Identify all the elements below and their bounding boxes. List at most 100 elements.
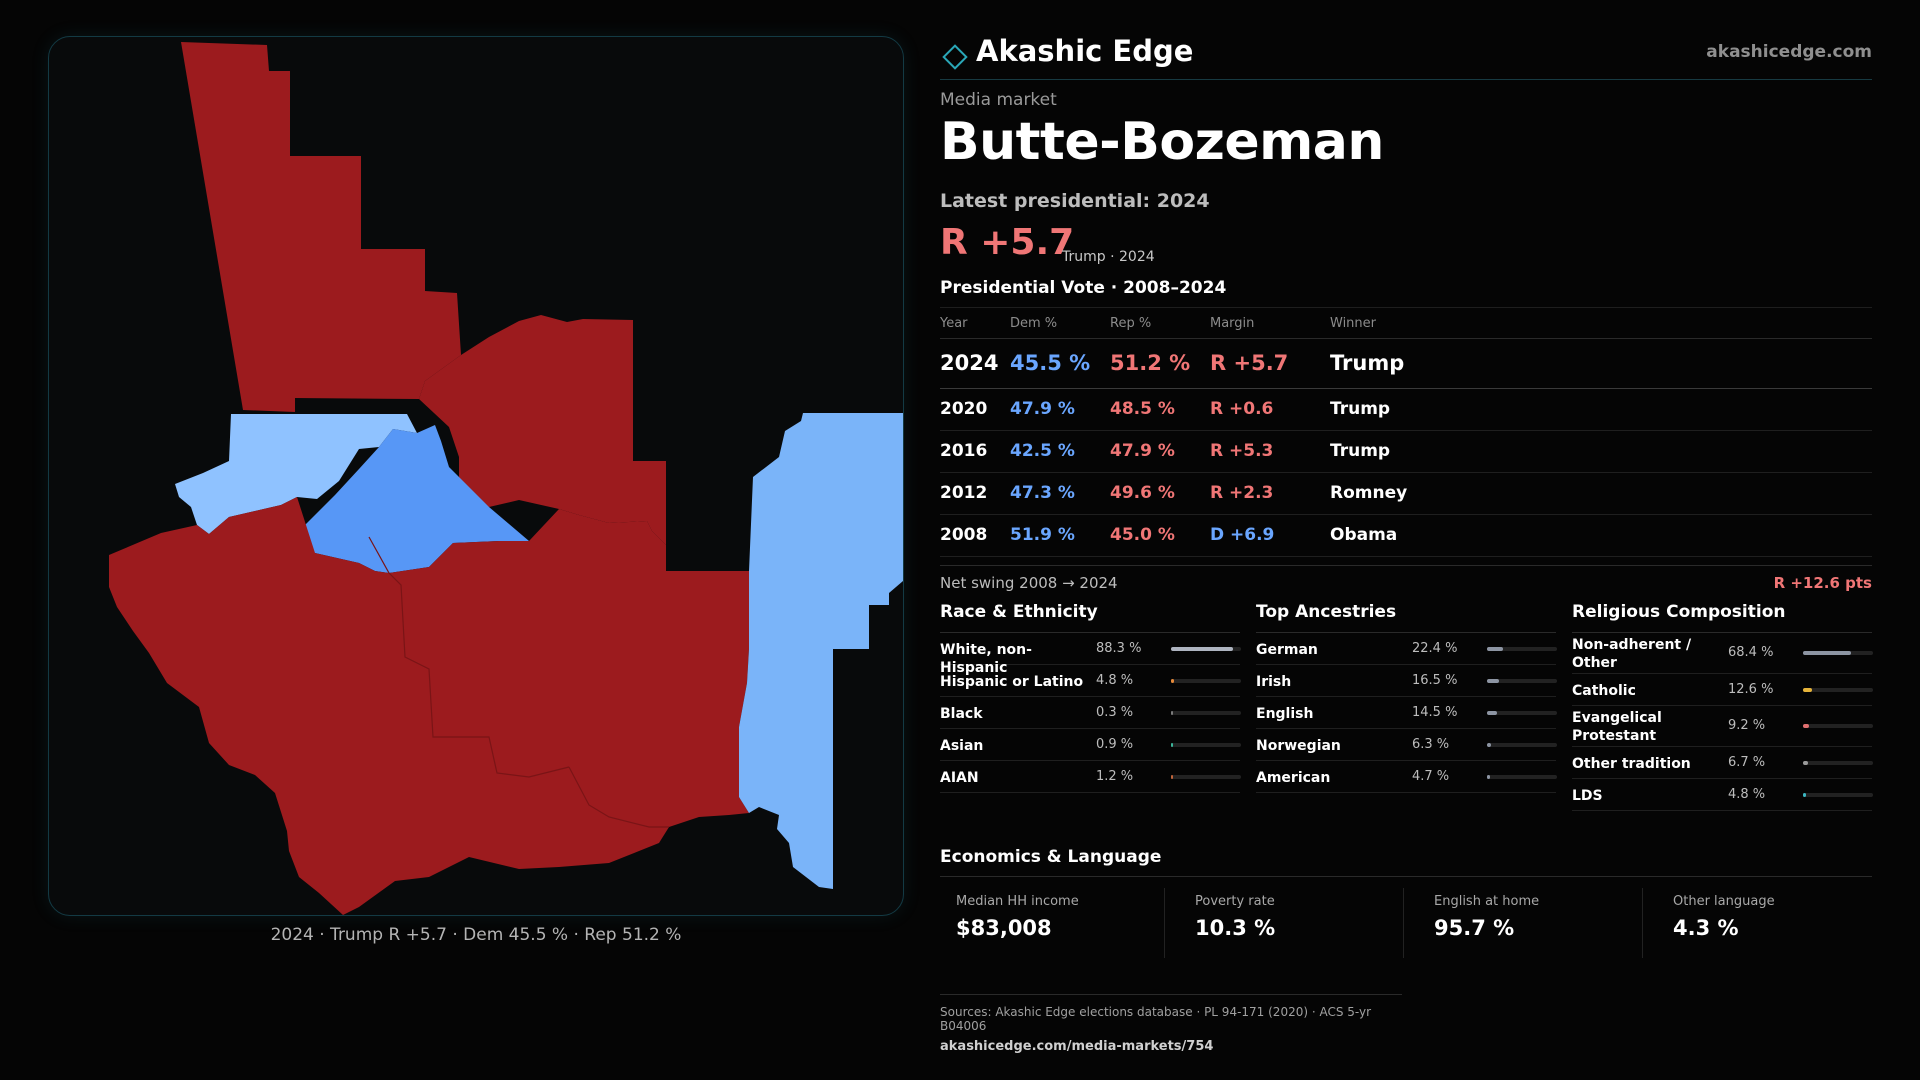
map-panel[interactable] bbox=[48, 36, 904, 916]
economics-title: Economics & Language bbox=[940, 847, 1872, 877]
list-item: Evangelical Protestant 9.2 % bbox=[1572, 706, 1873, 747]
brand-header: Akashic Edge akashicedge.com bbox=[940, 30, 1872, 80]
religion-section: Religious Composition Non-adherent / Oth… bbox=[1572, 602, 1873, 811]
header-year: Year bbox=[940, 316, 968, 331]
progress-bar bbox=[1487, 679, 1557, 683]
list-item: Black 0.3 % bbox=[940, 697, 1241, 729]
item-percent: 0.9 % bbox=[1096, 737, 1134, 752]
race-list: White, non-Hispanic 88.3 % Hispanic or Lat… bbox=[940, 633, 1241, 793]
list-item: Catholic 12.6 % bbox=[1572, 674, 1873, 706]
race-section: Race & Ethnicity White, non-Hispanic 88.3… bbox=[940, 602, 1241, 793]
cell-rep: 45.0 % bbox=[1110, 525, 1175, 545]
cell-margin: D +6.9 bbox=[1210, 525, 1275, 545]
source-link[interactable]: akashicedge.com/media-markets/754 bbox=[940, 1039, 1214, 1054]
progress-bar bbox=[1803, 793, 1873, 797]
header-winner: Winner bbox=[1330, 316, 1377, 331]
table-row: 2016 42.5 % 47.9 % R +5.3 Trump bbox=[940, 431, 1872, 473]
latest-label: Latest presidential: 2024 bbox=[940, 190, 1210, 212]
progress-fill bbox=[1803, 793, 1806, 797]
progress-bar bbox=[1487, 711, 1557, 715]
progress-fill bbox=[1803, 651, 1851, 655]
list-item: German 22.4 % bbox=[1256, 633, 1557, 665]
cell-year: 2020 bbox=[940, 399, 988, 419]
list-item: Non-adherent / Other 68.4 % bbox=[1572, 633, 1873, 674]
cell-margin: R +0.6 bbox=[1210, 399, 1274, 419]
progress-bar bbox=[1803, 761, 1873, 765]
sources-footer: Sources: Akashic Edge elections database… bbox=[940, 994, 1402, 1054]
list-item: Asian 0.9 % bbox=[940, 729, 1241, 761]
cell-winner: Obama bbox=[1330, 525, 1398, 545]
econ-cell-english: English at home 95.7 % bbox=[1418, 888, 1643, 958]
item-percent: 68.4 % bbox=[1728, 645, 1774, 660]
progress-bar bbox=[1171, 711, 1241, 715]
progress-fill bbox=[1803, 688, 1812, 692]
item-label: Non-adherent / Other bbox=[1572, 637, 1692, 671]
list-item: Other tradition 6.7 % bbox=[1572, 747, 1873, 779]
race-title: Race & Ethnicity bbox=[940, 602, 1240, 633]
item-percent: 16.5 % bbox=[1412, 673, 1458, 688]
progress-fill bbox=[1803, 724, 1809, 728]
cell-margin: R +2.3 bbox=[1210, 483, 1274, 503]
list-item: Norwegian 6.3 % bbox=[1256, 729, 1557, 761]
eyebrow-label: Media market bbox=[940, 90, 1057, 110]
county-map[interactable] bbox=[49, 37, 904, 916]
progress-fill bbox=[1487, 775, 1490, 779]
cell-year: 2012 bbox=[940, 483, 988, 503]
cell-year: 2016 bbox=[940, 441, 988, 461]
item-label: American bbox=[1256, 770, 1331, 786]
county-northeast[interactable] bbox=[419, 315, 666, 545]
item-percent: 22.4 % bbox=[1412, 641, 1458, 656]
county-lightblue[interactable] bbox=[175, 414, 417, 534]
table-row: 2020 47.9 % 48.5 % R +0.6 Trump bbox=[940, 389, 1872, 431]
ancestry-section: Top Ancestries German 22.4 % Irish 16.5 % En… bbox=[1256, 602, 1557, 793]
vote-table: Year Dem % Rep % Margin Winner 2024 45.5… bbox=[940, 307, 1872, 557]
progress-fill bbox=[1171, 647, 1233, 651]
econ-value: 4.3 % bbox=[1673, 916, 1739, 940]
vote-table-header: Year Dem % Rep % Margin Winner bbox=[940, 307, 1872, 339]
map-caption: 2024 · Trump R +5.7 · Dem 45.5 % · Rep 5… bbox=[270, 925, 682, 945]
item-label: White, non-Hispanic bbox=[940, 642, 1032, 676]
item-label: Evangelical Protestant bbox=[1572, 710, 1662, 744]
table-row: 2024 45.5 % 51.2 % R +5.7 Trump bbox=[940, 339, 1872, 389]
item-percent: 14.5 % bbox=[1412, 705, 1458, 720]
item-label: English bbox=[1256, 706, 1314, 722]
progress-bar bbox=[1171, 775, 1241, 779]
item-percent: 4.8 % bbox=[1728, 787, 1766, 802]
econ-value: $83,008 bbox=[956, 916, 1052, 940]
item-label: Hispanic or Latino bbox=[940, 674, 1084, 690]
county-border-1 bbox=[368, 536, 570, 778]
county-east[interactable] bbox=[739, 413, 903, 889]
econ-label: Other language bbox=[1673, 894, 1775, 909]
progress-bar bbox=[1487, 775, 1557, 779]
econ-label: Poverty rate bbox=[1195, 894, 1275, 909]
cell-rep: 47.9 % bbox=[1110, 441, 1175, 461]
county-north[interactable] bbox=[181, 42, 461, 412]
progress-fill bbox=[1487, 679, 1499, 683]
vote-title: Presidential Vote · 2008–2024 bbox=[940, 278, 1227, 298]
econ-label: Median HH income bbox=[956, 894, 1079, 909]
item-percent: 88.3 % bbox=[1096, 641, 1142, 656]
county-south[interactable] bbox=[109, 497, 749, 915]
cell-rep: 49.6 % bbox=[1110, 483, 1175, 503]
item-label: Catholic bbox=[1572, 683, 1636, 699]
econ-cell-other-language: Other language 4.3 % bbox=[1657, 888, 1882, 958]
progress-fill bbox=[1171, 711, 1173, 715]
progress-bar bbox=[1487, 743, 1557, 747]
religion-title: Religious Composition bbox=[1572, 602, 1872, 633]
cell-year: 2008 bbox=[940, 525, 988, 545]
cell-winner: Trump bbox=[1330, 441, 1391, 461]
list-item: American 4.7 % bbox=[1256, 761, 1557, 793]
item-label: German bbox=[1256, 642, 1318, 658]
item-label: LDS bbox=[1572, 788, 1603, 804]
econ-label: English at home bbox=[1434, 894, 1540, 909]
county-strongblue[interactable] bbox=[287, 425, 529, 573]
econ-cell-income: Median HH income $83,008 bbox=[940, 888, 1165, 958]
cell-dem: 47.3 % bbox=[1010, 483, 1075, 503]
brand-url[interactable]: akashicedge.com bbox=[1706, 42, 1872, 62]
econ-value: 95.7 % bbox=[1434, 916, 1515, 940]
progress-fill bbox=[1487, 743, 1491, 747]
ancestry-title: Top Ancestries bbox=[1256, 602, 1556, 633]
table-row: 2008 51.9 % 45.0 % D +6.9 Obama bbox=[940, 515, 1872, 557]
progress-bar bbox=[1171, 679, 1241, 683]
item-percent: 6.7 % bbox=[1728, 755, 1766, 770]
